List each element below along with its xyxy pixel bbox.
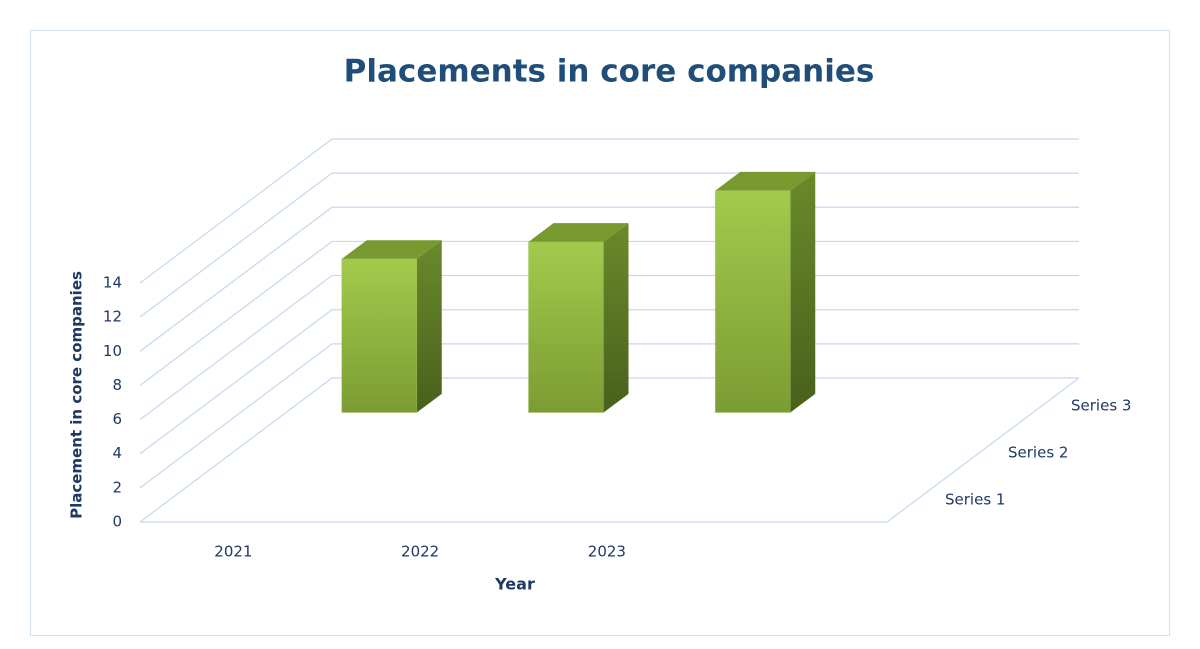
y-tick-label: 2 — [112, 478, 122, 496]
x-tick-label: 2022 — [401, 543, 439, 561]
bar — [528, 223, 629, 414]
depth-label: Series 1 — [945, 491, 1005, 509]
y-tick-label: 12 — [103, 308, 122, 326]
bar — [714, 171, 816, 414]
grid-line — [139, 240, 1079, 386]
y-tick-label: 4 — [112, 444, 122, 462]
bar-top — [715, 171, 816, 191]
bar-front — [341, 258, 418, 414]
depth-label: Series 3 — [1071, 397, 1131, 415]
y-tick-label: 14 — [103, 274, 122, 292]
y-tick-label: 0 — [112, 513, 122, 531]
bar-side — [603, 223, 629, 413]
grid-line — [139, 343, 1079, 489]
x-axis-label: Year — [494, 575, 535, 594]
depth-label: Series 2 — [1008, 444, 1068, 462]
bar-top — [341, 240, 442, 259]
grid-line — [139, 172, 1079, 318]
grid-line — [139, 138, 1079, 284]
grid-line — [139, 206, 1079, 352]
bar-side — [790, 171, 816, 413]
grid-line — [139, 274, 1079, 421]
y-tick-label: 10 — [103, 342, 122, 360]
x-tick-label: 2021 — [214, 543, 252, 561]
y-tick-label: 6 — [112, 410, 122, 428]
y-tick-label: 8 — [112, 376, 122, 394]
grid-line — [139, 377, 1079, 523]
bar — [341, 240, 442, 414]
x-tick-label: 2023 — [588, 543, 626, 561]
grid-line — [139, 309, 1079, 455]
bar-front — [714, 190, 791, 414]
y-axis-label: Placement in core companies — [68, 271, 86, 519]
bar-side — [416, 240, 442, 413]
bar-top — [528, 223, 629, 242]
chart-title: Placements in core companies — [344, 54, 875, 90]
floor-edge — [140, 377, 1080, 523]
bar-front — [528, 241, 605, 414]
